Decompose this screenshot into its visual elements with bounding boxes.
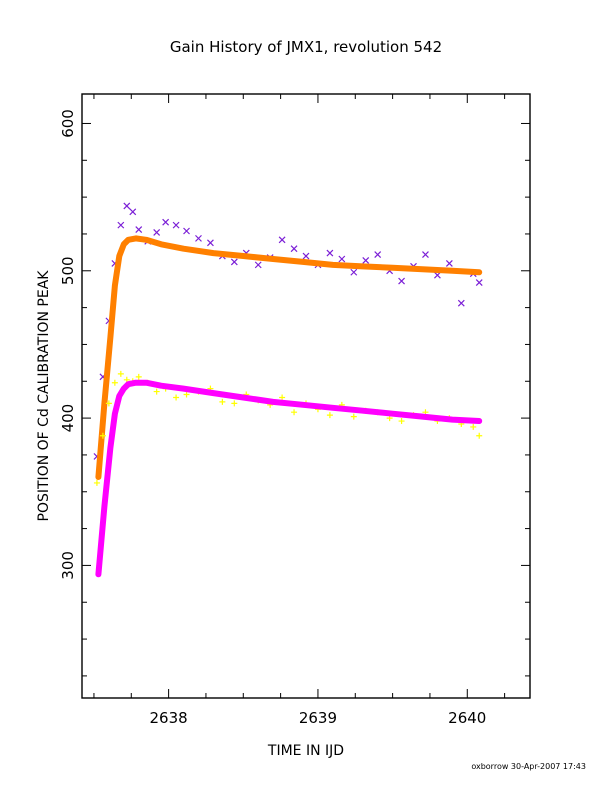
data-point — [398, 277, 405, 285]
data-point — [350, 268, 358, 276]
data-point — [374, 251, 382, 259]
data-point — [111, 379, 118, 386]
data-point — [153, 388, 160, 395]
y-tick-label: 300 — [59, 551, 77, 580]
data-point — [219, 398, 226, 405]
footer-credit: oxborrow 30-Apr-2007 17:43 — [471, 762, 586, 771]
data-point — [135, 373, 142, 380]
data-point — [422, 251, 429, 259]
data-point — [153, 229, 161, 236]
data-point — [207, 239, 214, 247]
data-point — [475, 279, 483, 286]
data-point — [173, 394, 180, 401]
data-layer — [93, 202, 483, 578]
series-3 — [95, 379, 483, 578]
data-point — [279, 394, 286, 401]
data-point — [362, 257, 370, 264]
data-point — [183, 391, 190, 398]
tick-layer: 300 400 500 600 2638 2639 2640 — [59, 94, 530, 727]
data-point — [129, 208, 137, 216]
data-point — [326, 412, 333, 419]
chart-title: Gain History of JMX1, revolution 542 — [170, 38, 442, 56]
data-point — [117, 370, 124, 377]
data-point — [230, 258, 238, 266]
y-tick-label: 500 — [59, 256, 77, 285]
data-point — [326, 249, 334, 257]
data-point — [117, 221, 125, 229]
plot-frame — [81, 93, 531, 699]
data-point — [105, 400, 112, 407]
x-axis-label: TIME IN IJD — [267, 743, 344, 759]
data-point — [172, 221, 180, 229]
data-point — [162, 218, 170, 226]
series-line — [95, 379, 483, 578]
data-point — [183, 227, 190, 235]
data-point — [350, 413, 357, 420]
data-point — [433, 271, 441, 279]
series-1 — [95, 235, 483, 480]
y-axis-label: POSITION OF Cd CALIBRATION PEAK — [36, 270, 52, 522]
data-point — [302, 252, 310, 260]
data-point — [338, 255, 346, 263]
x-tick-label: 2638 — [150, 709, 188, 727]
y-tick-label: 600 — [59, 109, 77, 138]
series-line — [95, 235, 483, 480]
data-point — [195, 234, 202, 242]
data-point — [290, 245, 298, 253]
data-point — [291, 409, 298, 416]
data-point — [123, 202, 131, 210]
data-point — [254, 261, 262, 269]
data-point — [99, 432, 106, 439]
x-tick-label: 2639 — [299, 709, 337, 727]
data-point — [457, 299, 465, 307]
data-point — [398, 418, 405, 425]
x-tick-label: 2640 — [448, 709, 486, 727]
data-point — [445, 259, 453, 267]
data-point — [231, 400, 238, 407]
y-tick-label: 400 — [59, 404, 77, 433]
data-point — [135, 226, 143, 233]
data-point — [93, 479, 100, 486]
series-2 — [93, 370, 483, 486]
data-point — [470, 423, 477, 430]
data-point — [476, 432, 483, 439]
data-point — [278, 236, 286, 244]
